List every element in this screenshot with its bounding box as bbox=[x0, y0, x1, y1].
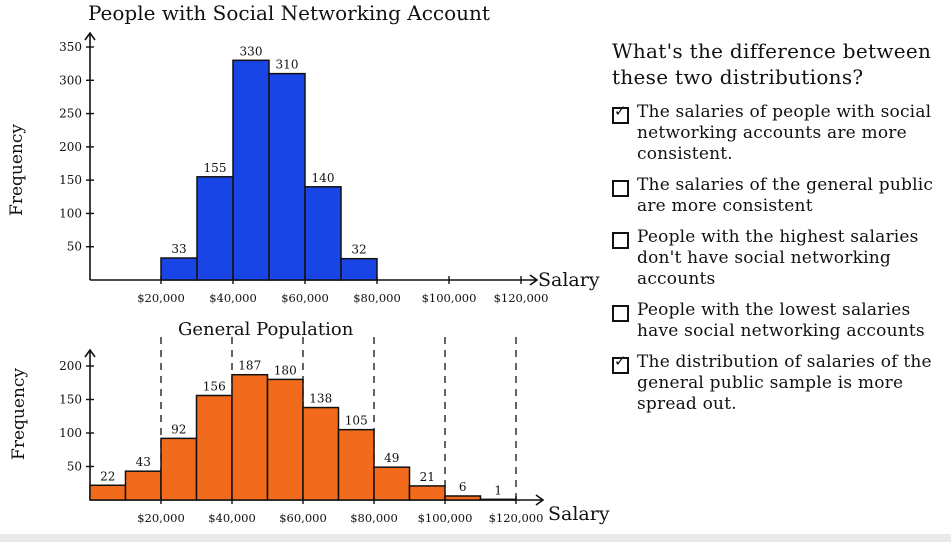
histogram-bar bbox=[479, 498, 517, 501]
x-tick-label: $40,000 bbox=[209, 291, 257, 305]
x-tick-label: $60,000 bbox=[279, 511, 327, 525]
x-axis-arrow-icon bbox=[529, 274, 539, 286]
histogram-bar bbox=[266, 378, 304, 501]
y-tick-label: 350 bbox=[59, 40, 82, 54]
x-tick-label: $40,000 bbox=[208, 511, 256, 525]
x-axis-label: Salary bbox=[538, 269, 600, 291]
bar-value-label: 22 bbox=[100, 469, 115, 483]
bar-value-label: 43 bbox=[136, 455, 151, 469]
histogram-bar bbox=[232, 59, 270, 281]
answer-option-1[interactable]: ✓ The salaries of people with social net… bbox=[612, 102, 948, 165]
bar-value-label: 155 bbox=[204, 161, 227, 175]
bar-value-label: 6 bbox=[459, 480, 467, 494]
x-axis-arrow-icon bbox=[535, 494, 545, 506]
histogram-bar bbox=[160, 257, 198, 281]
bar-value-label: 21 bbox=[420, 470, 435, 484]
histogram-bar bbox=[302, 406, 340, 501]
y-tick-label: 150 bbox=[59, 393, 82, 407]
histogram-bar bbox=[160, 437, 198, 501]
question-text: What's the difference between these two … bbox=[612, 39, 932, 89]
chart-title: People with Social Networking Account bbox=[88, 1, 490, 25]
bar-value-label: 330 bbox=[240, 44, 263, 58]
y-axis-label: Frequency bbox=[9, 368, 29, 460]
histogram-bar bbox=[268, 72, 306, 281]
histogram-bar bbox=[408, 485, 446, 501]
checkbox-3[interactable] bbox=[612, 232, 629, 249]
bar-value-label: 105 bbox=[345, 414, 368, 428]
y-tick-label: 150 bbox=[59, 173, 82, 187]
checkbox-1[interactable]: ✓ bbox=[612, 102, 629, 124]
y-tick-label: 250 bbox=[59, 107, 82, 121]
x-tick-label: $120,000 bbox=[494, 291, 549, 305]
y-axis-arrow-icon bbox=[84, 348, 96, 358]
x-tick-label: $80,000 bbox=[353, 291, 401, 305]
check-mark-icon: ✓ bbox=[614, 352, 627, 370]
x-tick-label: $20,000 bbox=[137, 511, 185, 525]
x-tick-label: $120,000 bbox=[489, 511, 544, 525]
x-tick-label: $80,000 bbox=[350, 511, 398, 525]
y-tick-label: 100 bbox=[59, 206, 82, 220]
bar-value-label: 180 bbox=[274, 363, 297, 377]
option-label: The salaries of people with social netwo… bbox=[637, 102, 932, 164]
checkbox-4[interactable] bbox=[612, 305, 629, 322]
y-tick-label: 50 bbox=[67, 240, 82, 254]
option-label: The distribution of salaries of the gene… bbox=[637, 352, 932, 414]
histogram-bar bbox=[304, 186, 342, 281]
histogram-bar bbox=[124, 470, 162, 501]
x-axis-label: Salary bbox=[548, 503, 610, 525]
social-networking-histogram: People with Social Networking Account 350… bbox=[7, 1, 600, 305]
answer-option-3[interactable]: People with the highest salaries don't h… bbox=[612, 227, 948, 290]
bar-value-label: 138 bbox=[309, 392, 332, 406]
option-label: People with the highest salaries don't h… bbox=[637, 227, 919, 289]
bar-value-label: 187 bbox=[238, 359, 261, 373]
x-tick-label: $60,000 bbox=[281, 291, 329, 305]
option-label: People with the lowest salaries have soc… bbox=[637, 300, 925, 341]
option-label: The salaries of the general public are m… bbox=[637, 175, 934, 216]
histogram-bar bbox=[231, 373, 269, 501]
bar-value-label: 49 bbox=[384, 451, 399, 465]
histogram-bar bbox=[373, 466, 411, 501]
checkbox-2[interactable] bbox=[612, 180, 629, 197]
histogram-bar bbox=[195, 394, 233, 501]
histogram-bar bbox=[196, 176, 234, 281]
answer-options: ✓ The salaries of people with social net… bbox=[612, 102, 948, 415]
bar-value-label: 33 bbox=[171, 242, 186, 256]
histogram-bar bbox=[337, 428, 375, 501]
y-tick-label: 300 bbox=[59, 73, 82, 87]
bar-value-label: 1 bbox=[494, 483, 502, 497]
x-tick-label: $100,000 bbox=[422, 291, 477, 305]
answer-option-2[interactable]: The salaries of the general public are m… bbox=[612, 175, 948, 217]
x-tick-label: $100,000 bbox=[418, 511, 473, 525]
question-panel: What's the difference between these two … bbox=[612, 38, 948, 425]
check-mark-icon: ✓ bbox=[614, 102, 627, 120]
y-axis-arrow-icon bbox=[84, 31, 96, 41]
chart-title: General Population bbox=[178, 319, 354, 340]
bar-value-label: 156 bbox=[203, 379, 226, 393]
y-axis-label: Frequency bbox=[7, 124, 27, 216]
answer-option-4[interactable]: People with the lowest salaries have soc… bbox=[612, 300, 948, 342]
bar-value-label: 140 bbox=[312, 171, 335, 185]
y-tick-label: 100 bbox=[59, 426, 82, 440]
general-population-histogram: General Population 200 150 100 50 Frequency Sa… bbox=[9, 319, 610, 525]
histogram-bar bbox=[89, 484, 127, 501]
bottom-strip bbox=[0, 534, 951, 542]
answer-option-5[interactable]: ✓ The distribution of salaries of the ge… bbox=[612, 352, 948, 415]
bar-value-label: 32 bbox=[351, 243, 366, 257]
y-tick-label: 200 bbox=[59, 359, 82, 373]
bar-value-label: 92 bbox=[171, 422, 186, 436]
bar-value-label: 310 bbox=[276, 58, 299, 72]
histogram-bar bbox=[340, 257, 378, 281]
checkbox-5[interactable]: ✓ bbox=[612, 352, 629, 374]
y-tick-label: 200 bbox=[59, 140, 82, 154]
y-tick-label: 50 bbox=[67, 460, 82, 474]
histogram-bar bbox=[444, 495, 482, 501]
x-tick-label: $20,000 bbox=[137, 291, 185, 305]
